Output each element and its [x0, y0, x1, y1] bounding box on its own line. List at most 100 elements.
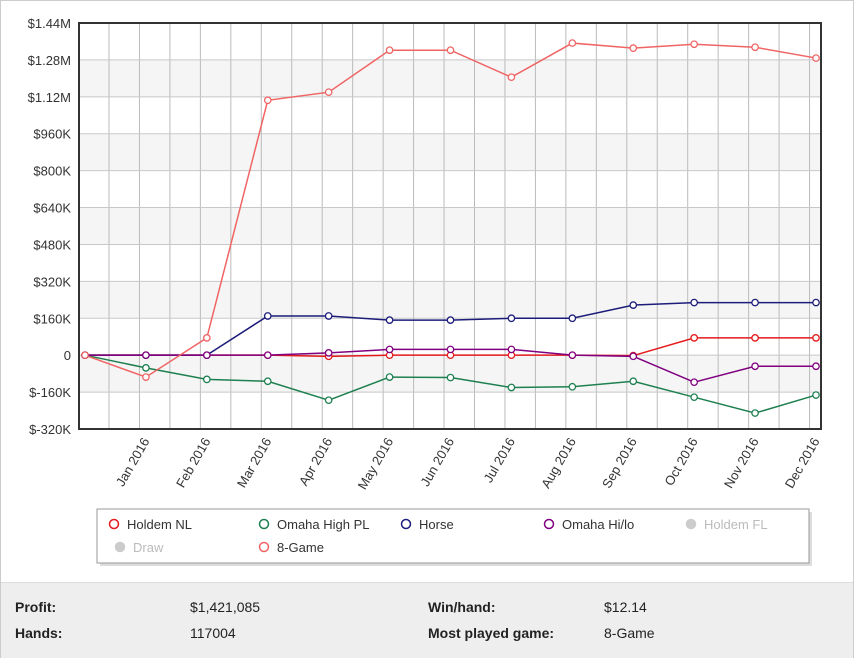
data-point	[202, 334, 211, 342]
data-point	[751, 298, 759, 307]
data-point	[385, 373, 394, 381]
data-point	[690, 334, 699, 342]
y-tick-label: $-160K	[29, 385, 71, 400]
data-point	[446, 316, 455, 324]
x-tick-label: Nov 2016	[721, 435, 762, 491]
x-tick-label: Apr 2016	[296, 435, 335, 488]
data-point	[751, 43, 759, 52]
data-point	[812, 334, 820, 342]
data-point	[263, 312, 272, 320]
legend-item[interactable]: Omaha Hi/lo	[543, 517, 635, 532]
legend-marker	[258, 541, 270, 553]
data-point	[629, 301, 638, 309]
legend-label: Holdem NL	[127, 517, 192, 532]
stat-label: Profit:	[15, 599, 57, 615]
y-tick-label: $1.28M	[28, 53, 71, 68]
legend-marker	[258, 518, 270, 530]
legend-marker	[400, 518, 412, 530]
data-point	[263, 96, 272, 105]
legend-item[interactable]: Horse	[400, 517, 454, 532]
legend-marker	[685, 518, 697, 530]
data-point	[446, 373, 455, 382]
data-point	[263, 351, 272, 360]
data-point	[751, 362, 759, 371]
data-point	[385, 316, 394, 324]
data-point	[142, 373, 150, 381]
data-point	[324, 396, 333, 405]
data-point	[629, 44, 638, 52]
x-tick-label: Feb 2016	[173, 435, 213, 490]
data-point	[142, 364, 150, 372]
stat-value: 8-Game	[604, 625, 655, 641]
legend-item[interactable]: 8-Game	[258, 540, 324, 555]
plot-band	[79, 59, 821, 97]
x-tick-label: Oct 2016	[661, 435, 700, 488]
stat-value: 117004	[190, 625, 236, 641]
x-tick-label: Jan 2016	[113, 435, 153, 489]
legend-item[interactable]: Omaha High PL	[258, 517, 370, 532]
data-point	[812, 298, 820, 307]
data-point	[81, 351, 89, 360]
data-point	[507, 383, 516, 392]
data-point	[446, 46, 455, 55]
y-tick-label: $960K	[33, 127, 71, 142]
legend-item[interactable]: Holdem FL	[685, 517, 768, 532]
data-point	[385, 345, 394, 354]
data-point	[568, 382, 577, 391]
data-point	[263, 377, 272, 386]
y-tick-label: $1.12M	[28, 90, 71, 105]
data-point	[507, 314, 516, 323]
data-point	[202, 351, 211, 360]
legend-item[interactable]: Draw	[114, 540, 164, 555]
data-point	[385, 46, 394, 55]
x-tick-label: Dec 2016	[782, 435, 823, 491]
legend-marker	[543, 518, 555, 530]
legend-item[interactable]: Holdem NL	[108, 517, 193, 532]
data-point	[690, 298, 699, 307]
data-point	[751, 334, 759, 342]
data-point	[507, 73, 516, 82]
data-point	[690, 378, 699, 387]
legend-label: 8-Game	[277, 540, 324, 555]
x-tick-label: Mar 2016	[234, 435, 274, 490]
y-tick-label: 0	[64, 348, 71, 363]
y-tick-label: $1.44M	[28, 16, 71, 31]
data-point	[690, 393, 699, 402]
data-point	[568, 314, 577, 323]
plot-band	[79, 281, 821, 319]
stats-panel: Profit: $1,421,085 Win/hand: $12.14 Hand…	[1, 582, 853, 658]
data-point	[446, 345, 455, 354]
x-tick-label: Jul 2016	[480, 435, 518, 485]
stat-label: Hands:	[15, 625, 63, 641]
y-tick-label: $160K	[33, 311, 71, 326]
stat-label: Most played game:	[428, 625, 555, 641]
x-tick-label: Sep 2016	[599, 435, 640, 491]
data-point	[142, 351, 150, 360]
data-point	[324, 349, 333, 357]
data-point	[812, 391, 820, 399]
plot-band	[79, 355, 821, 393]
data-point	[751, 409, 759, 417]
legend-label: Omaha High PL	[277, 517, 370, 532]
data-point	[202, 375, 211, 384]
y-tick-label: $640K	[33, 201, 71, 216]
y-tick-label: $480K	[33, 237, 71, 252]
data-point	[324, 312, 333, 320]
stat-value: $1,421,085	[190, 599, 261, 615]
stat-label: Win/hand:	[428, 599, 496, 615]
data-point	[690, 40, 699, 49]
legend-box	[96, 508, 810, 564]
plot-band	[79, 207, 821, 245]
y-tick-label: $800K	[33, 164, 71, 179]
legend-label: Draw	[133, 540, 164, 555]
data-point	[812, 362, 820, 371]
y-tick-label: $-320K	[29, 422, 71, 437]
x-tick-label: May 2016	[355, 435, 397, 492]
legend-label: Holdem FL	[704, 517, 768, 532]
data-point	[507, 345, 516, 354]
data-point	[629, 377, 638, 386]
stat-value: $12.14	[604, 599, 647, 615]
legend-label: Horse	[419, 517, 454, 532]
plot-border	[78, 22, 822, 430]
